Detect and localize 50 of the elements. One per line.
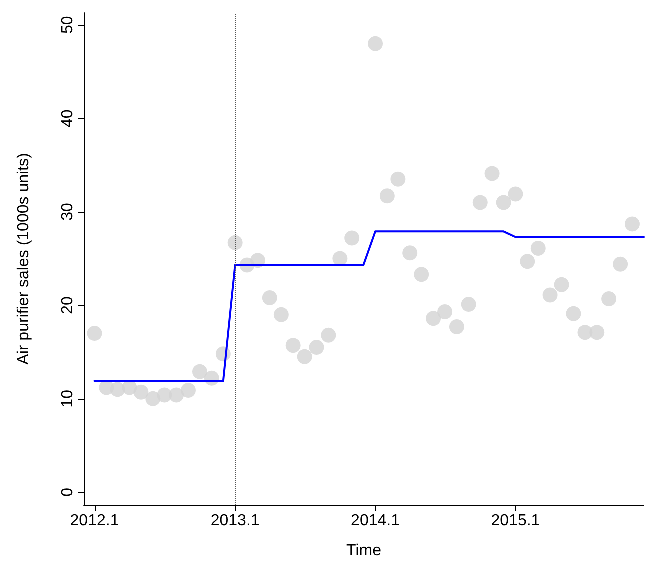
- point: [602, 291, 617, 306]
- point: [146, 391, 161, 406]
- point: [286, 338, 301, 354]
- point: [438, 304, 453, 320]
- y-tick-label: 20: [60, 296, 76, 314]
- point: [449, 319, 464, 334]
- point: [542, 288, 558, 303]
- point: [344, 230, 360, 246]
- point: [520, 254, 536, 270]
- point: [402, 246, 418, 261]
- point: [332, 251, 348, 266]
- point: [484, 166, 500, 182]
- point: [274, 307, 289, 322]
- y-tick-label: 30: [60, 203, 76, 221]
- y-tick-label: 40: [60, 110, 76, 128]
- x-tick-label: 2014.1: [351, 512, 400, 530]
- point: [309, 340, 324, 356]
- y-tick-label: 10: [60, 390, 76, 408]
- point: [380, 188, 395, 204]
- point: [566, 306, 582, 322]
- point: [590, 325, 605, 340]
- point: [134, 384, 149, 400]
- point: [390, 172, 406, 187]
- y-axis-title: Air purifier sales (1000s units): [16, 153, 32, 365]
- point: [461, 297, 476, 312]
- point: [321, 328, 336, 343]
- point: [496, 195, 512, 210]
- line-series: [94, 230, 645, 382]
- point: [192, 364, 208, 380]
- point: [624, 216, 640, 232]
- point: [426, 311, 442, 326]
- point: [228, 235, 243, 250]
- point: [414, 267, 430, 282]
- point: [508, 186, 524, 202]
- x-tick-label: 2013.1: [210, 512, 260, 530]
- point: [180, 383, 196, 398]
- point: [87, 326, 102, 342]
- x-axis-title: Time: [346, 542, 382, 560]
- point: [554, 277, 570, 292]
- point: [530, 240, 546, 256]
- point: [368, 36, 384, 52]
- x-tick-label: 2012.1: [70, 512, 120, 530]
- y-tick-label: 0: [60, 488, 76, 497]
- point: [297, 349, 312, 364]
- point: [472, 195, 488, 210]
- point: [613, 256, 628, 272]
- point: [169, 388, 184, 403]
- y-tick-label: 50: [60, 16, 76, 34]
- point: [262, 290, 278, 306]
- x-tick-label: 2015.1: [491, 512, 540, 530]
